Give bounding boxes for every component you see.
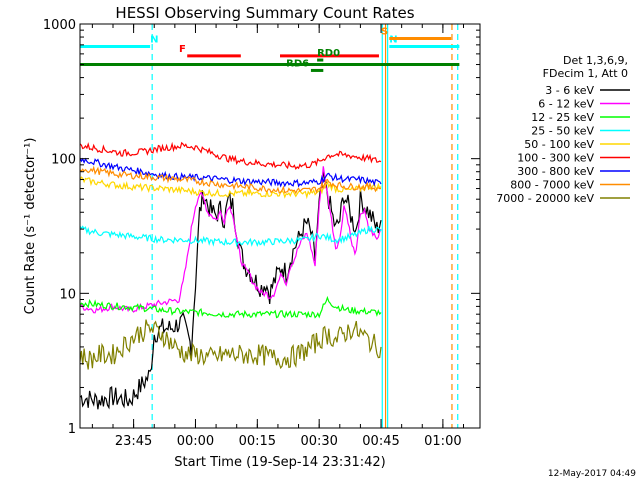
plot-frame (79, 23, 481, 429)
legend-label: 25 - 50 keV (531, 125, 594, 138)
series-line (80, 319, 382, 370)
x-axis-label: Start Time (19-Sep-14 23:31:42) (174, 455, 385, 470)
state-bar-label: N (150, 35, 158, 46)
series-line (80, 165, 382, 195)
y-tick-label: 10 (59, 287, 76, 302)
state-bar-label: N (389, 35, 397, 46)
x-tick-label: 00:30 (300, 434, 337, 449)
series-layer (80, 141, 382, 410)
series-line (80, 225, 382, 248)
legend-label: 300 - 800 keV (517, 165, 594, 178)
legend-label: 7000 - 20000 keV (496, 192, 594, 205)
timestamp: 12-May-2017 04:49 (548, 469, 636, 479)
y-tick-label: 1 (68, 422, 76, 437)
state-bar-label: F (179, 44, 186, 55)
legend-label: 50 - 100 keV (524, 138, 594, 151)
series-line (80, 176, 382, 200)
x-tick-label: 00:00 (177, 434, 214, 449)
y-tick-label: 1000 (43, 18, 76, 33)
y-tick-label: 100 (51, 153, 76, 168)
x-tick-label: 00:45 (362, 434, 399, 449)
y-axis: 1 10 100 1000 (43, 18, 480, 437)
legend-label: 800 - 7000 keV (510, 179, 594, 192)
series-line (80, 168, 382, 410)
x-axis: 23:45 00:00 00:15 00:30 00:45 01:00 (91, 24, 465, 449)
series-line (80, 157, 382, 188)
legend-label: 3 - 6 keV (545, 84, 594, 97)
y-axis-label: Count Rate (s⁻¹ detector⁻¹) (23, 138, 38, 315)
chart-title: HESSI Observing Summary Count Rates (115, 4, 414, 22)
x-tick-label: 01:00 (424, 434, 461, 449)
series-line (80, 295, 382, 319)
legend-header: FDecim 1, Att 0 (543, 67, 628, 80)
legend-label: 12 - 25 keV (531, 111, 594, 124)
x-tick-label: 23:45 (115, 434, 152, 449)
legend-label: 100 - 300 keV (517, 152, 594, 165)
state-bar-label: RD0 (317, 48, 340, 59)
legend-label: 6 - 12 keV (538, 98, 594, 111)
x-tick-label: 00:15 (239, 434, 276, 449)
state-bars: NNSFRD0RD6 (80, 27, 460, 72)
series-line (80, 141, 382, 170)
legend-header: Det 1,3,6,9, (563, 54, 628, 67)
instrument-state-lines (151, 24, 459, 428)
state-bar-label: S (381, 27, 388, 38)
